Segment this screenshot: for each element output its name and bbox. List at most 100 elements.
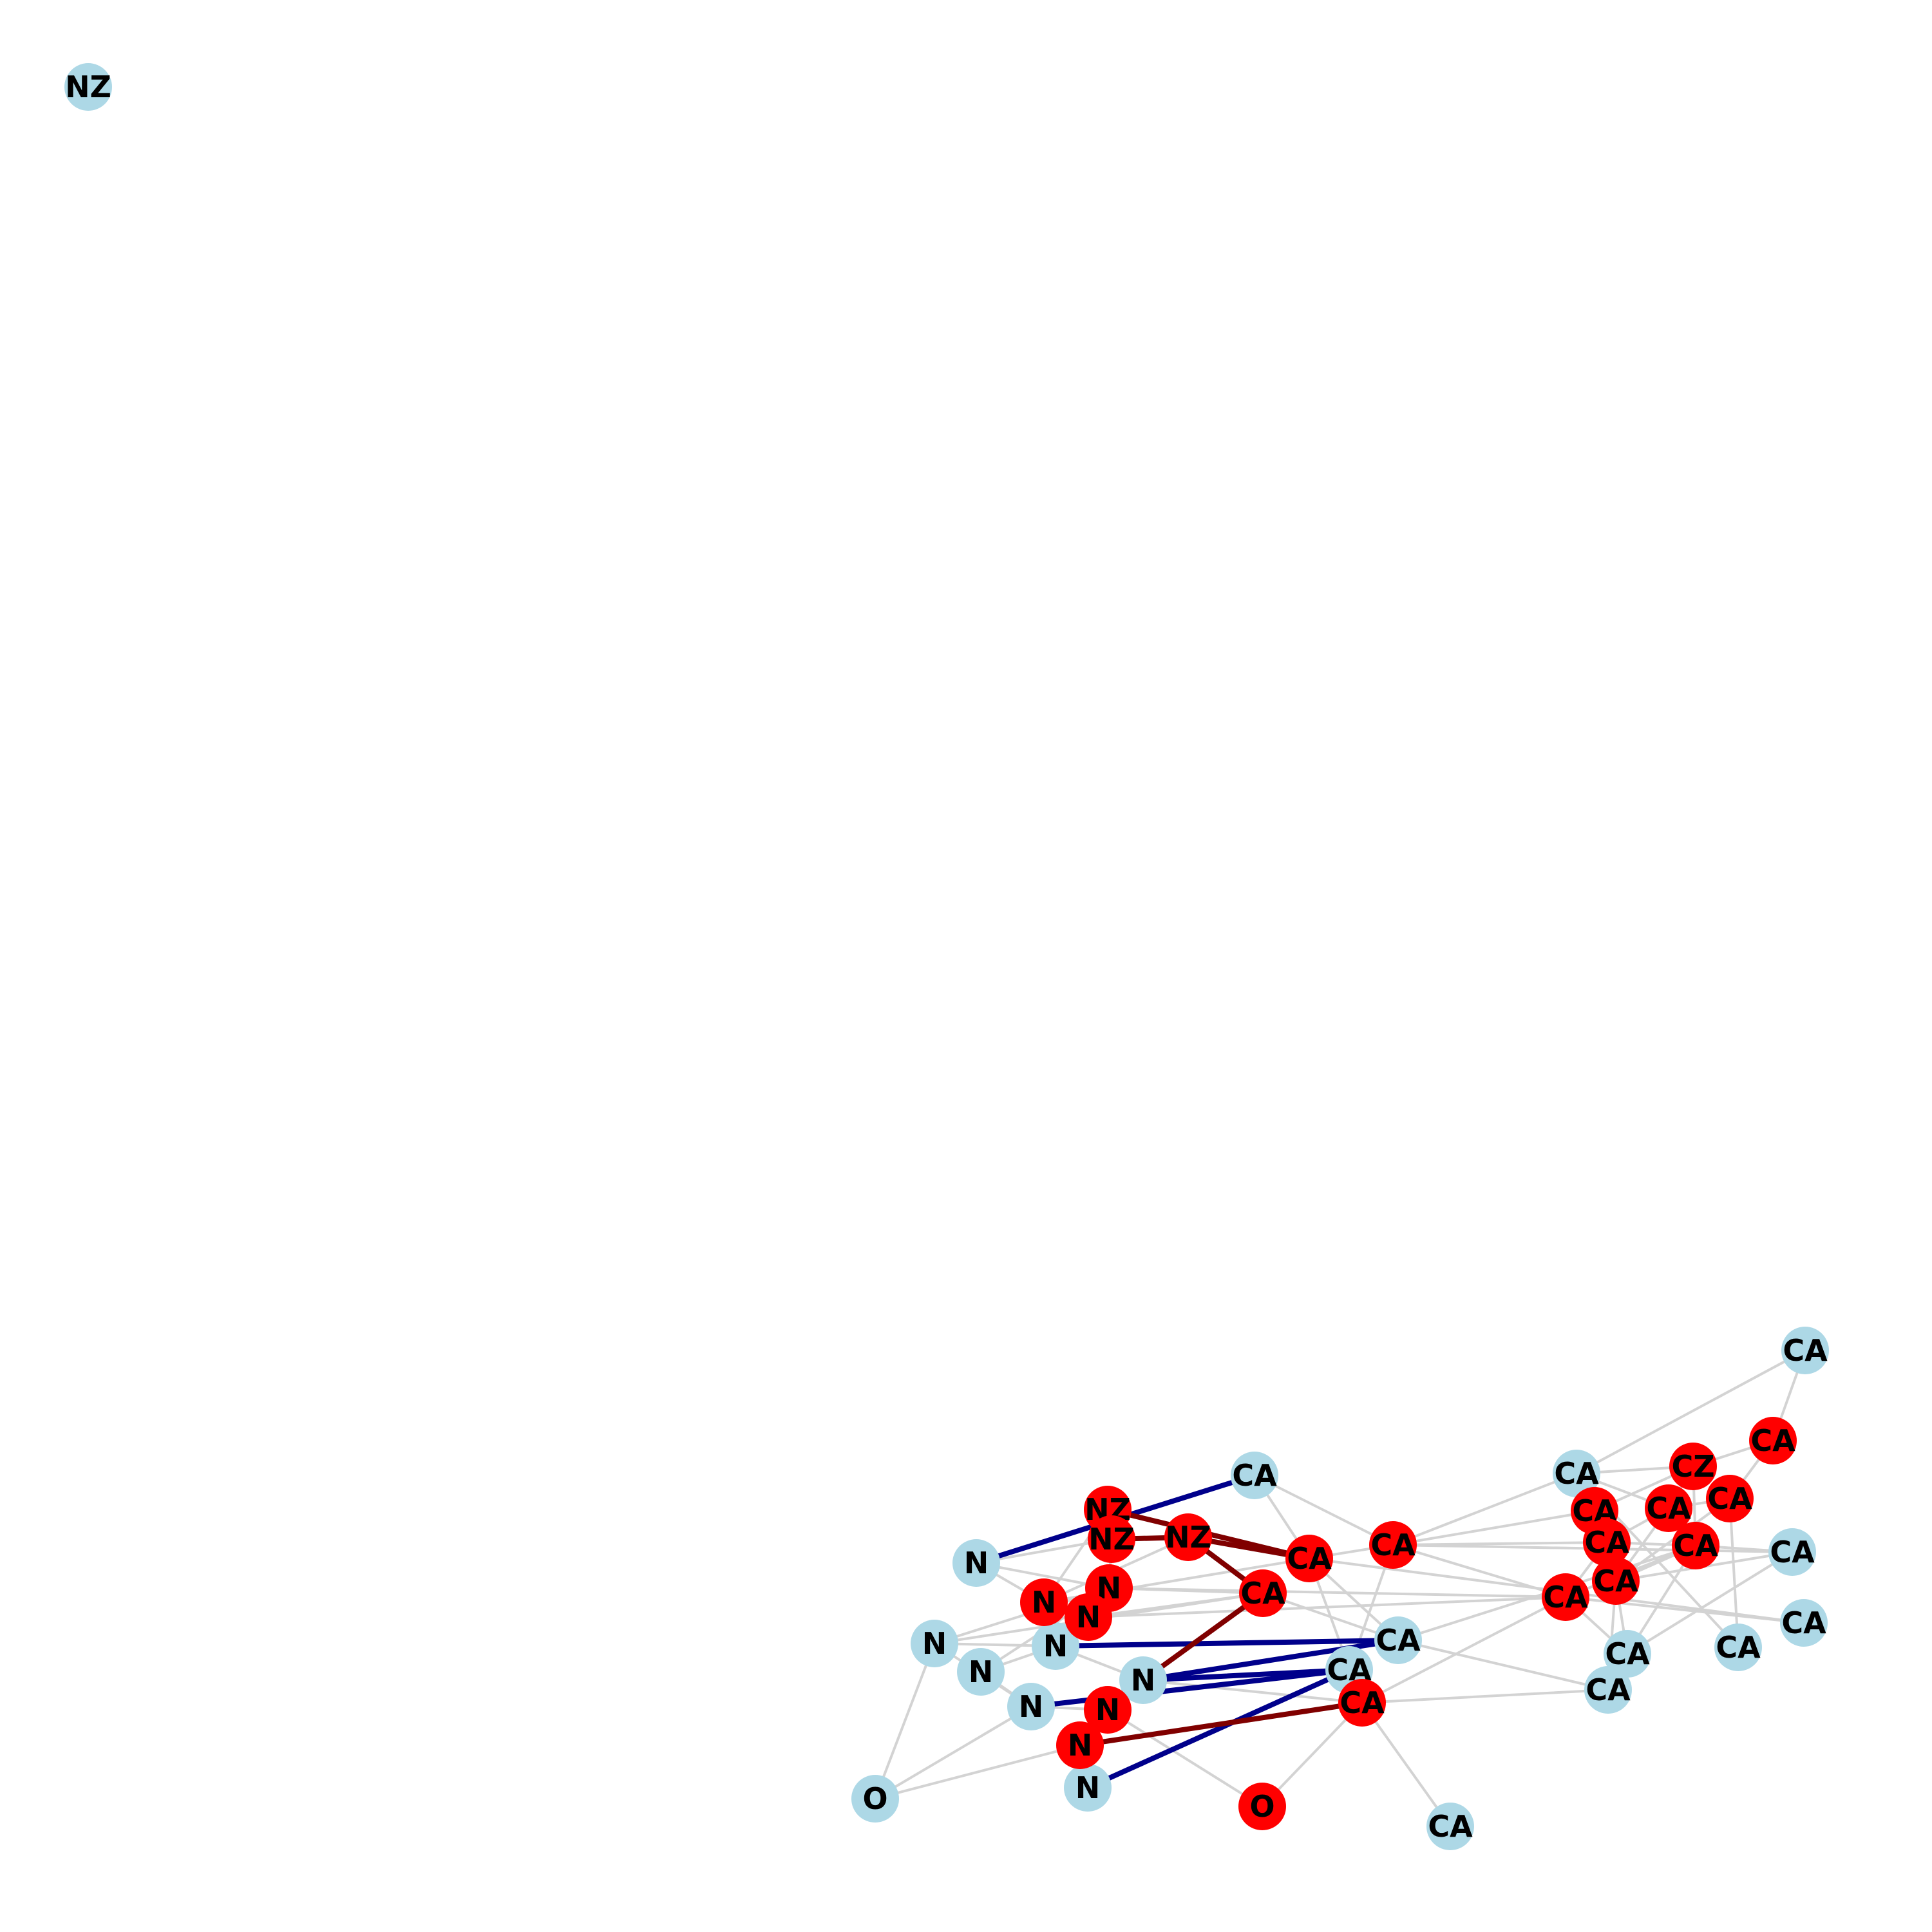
node-nz_iso: NZ [64, 63, 112, 111]
node-n_r4: N [1084, 1686, 1132, 1734]
node-label: CA [1340, 1685, 1385, 1720]
node-ca_rH: CA [1645, 1484, 1692, 1532]
edge-n_l6-o_left [874, 1705, 1032, 1800]
edge-ca_rD-ca_bot [1361, 1701, 1452, 1828]
node-label: NZ [65, 70, 111, 104]
node-circle [1065, 1593, 1112, 1641]
node-circle [1338, 1679, 1386, 1727]
node-ca_rK: CA [1706, 1475, 1754, 1522]
node-circle [1542, 1573, 1589, 1621]
node-label: O [1249, 1789, 1274, 1824]
node-circle [911, 1620, 958, 1667]
node-label: CA [1586, 1672, 1631, 1707]
node-circle [1714, 1624, 1762, 1671]
node-circle [1768, 1528, 1816, 1576]
node-circle [1064, 1764, 1112, 1812]
edge-n_r5-o_left [874, 1744, 1081, 1800]
node-label: CA [1673, 1528, 1718, 1563]
edge-n_l5-ca_mid [1141, 1638, 1401, 1683]
node-n_l1: N [952, 1539, 1000, 1587]
node-circle [1056, 1721, 1104, 1769]
node-ca_rC: CA [1239, 1569, 1287, 1617]
node-n_l7: N [1064, 1764, 1112, 1812]
node-circle [1749, 1417, 1797, 1464]
node-n_l4: N [957, 1648, 1005, 1696]
node-ca_r6: CA [1584, 1666, 1632, 1714]
node-circle [1285, 1535, 1333, 1582]
node-label: CA [1287, 1541, 1332, 1576]
node-circle [1780, 1599, 1828, 1647]
node-circle [1781, 1327, 1829, 1374]
node-circle [1238, 1783, 1286, 1830]
node-ca_rL: CA [1749, 1417, 1797, 1464]
node-ca_r5: CA [1604, 1630, 1651, 1678]
node-label: N [1032, 1585, 1057, 1620]
node-label: N [1068, 1728, 1093, 1763]
node-nz_r3: NZ [1164, 1513, 1212, 1561]
node-ca_r1: CA [1553, 1450, 1600, 1497]
node-label: N [1076, 1600, 1101, 1634]
node-circle [851, 1775, 899, 1823]
node-ca_bot: CA [1426, 1803, 1474, 1850]
edge-ca_r1-ca_rt [1575, 1349, 1806, 1475]
node-label: CA [1584, 1525, 1629, 1560]
edge-ca_top-ca_rB [1253, 1474, 1394, 1546]
node-n_r5: N [1056, 1721, 1104, 1769]
edge-n_l3-ca_mid [1053, 1638, 1401, 1649]
node-label: CA [1783, 1333, 1828, 1368]
node-label: N [1019, 1689, 1044, 1724]
node-circle [1553, 1450, 1600, 1497]
node-circle [1084, 1686, 1132, 1734]
node-label: CA [1428, 1809, 1473, 1844]
node-label: CZ [1671, 1449, 1714, 1484]
edge-n_r5-ca_rD [1077, 1700, 1365, 1748]
node-ca_r4: CA [1714, 1624, 1762, 1671]
node-label: NZ [1165, 1520, 1211, 1555]
node-label: CA [1240, 1576, 1285, 1611]
node-nz_r2: NZ [1088, 1515, 1135, 1563]
edge-n_l5-ca_rD [1142, 1679, 1363, 1704]
node-circle [1669, 1443, 1717, 1490]
node-ca_rB: CA [1369, 1521, 1417, 1569]
node-circle [957, 1648, 1005, 1696]
node-n_r2: N [1065, 1593, 1112, 1641]
node-label: NZ [1088, 1522, 1135, 1557]
node-circle [1369, 1521, 1417, 1569]
node-circle [1032, 1622, 1079, 1670]
node-n_l5: N [1119, 1656, 1167, 1704]
node-o_red: O [1238, 1783, 1286, 1830]
node-label: CA [1370, 1528, 1416, 1562]
edge-ca_r5-ca_r2 [1626, 1551, 1794, 1655]
edge-ca_rD-ca_r6 [1361, 1689, 1609, 1704]
node-ca_mid: CA [1374, 1616, 1422, 1664]
node-label: O [862, 1781, 887, 1816]
node-label: CA [1376, 1623, 1421, 1658]
node-label: CA [1750, 1423, 1795, 1458]
node-label: CA [1707, 1481, 1752, 1516]
edge-n_l7-ca_mid2 [1085, 1667, 1352, 1790]
node-circle [1239, 1569, 1287, 1617]
edge-ca_rD-ca_rE [1361, 1596, 1567, 1704]
node-label: N [1131, 1663, 1156, 1698]
node-circle [64, 63, 112, 111]
node-circle [1007, 1683, 1055, 1730]
node-circle [1645, 1484, 1692, 1532]
node-circle [1088, 1515, 1135, 1563]
node-circle [1592, 1557, 1640, 1605]
node-label: CA [1716, 1630, 1761, 1665]
node-label: N [969, 1654, 994, 1689]
node-circle [1706, 1475, 1754, 1522]
node-label: N [922, 1626, 947, 1661]
node-label: N [1095, 1692, 1121, 1727]
node-circle [1231, 1452, 1278, 1499]
node-n_l3: N [1032, 1622, 1079, 1670]
node-cz_r: CZ [1669, 1443, 1717, 1490]
node-label: N [1043, 1629, 1068, 1663]
node-circle [1119, 1656, 1167, 1704]
node-ca_rt: CA [1781, 1327, 1829, 1374]
node-label: CA [1554, 1456, 1599, 1491]
node-ca_rG: CA [1583, 1519, 1631, 1566]
edge-ca_rC-ca_mid [1262, 1592, 1399, 1642]
